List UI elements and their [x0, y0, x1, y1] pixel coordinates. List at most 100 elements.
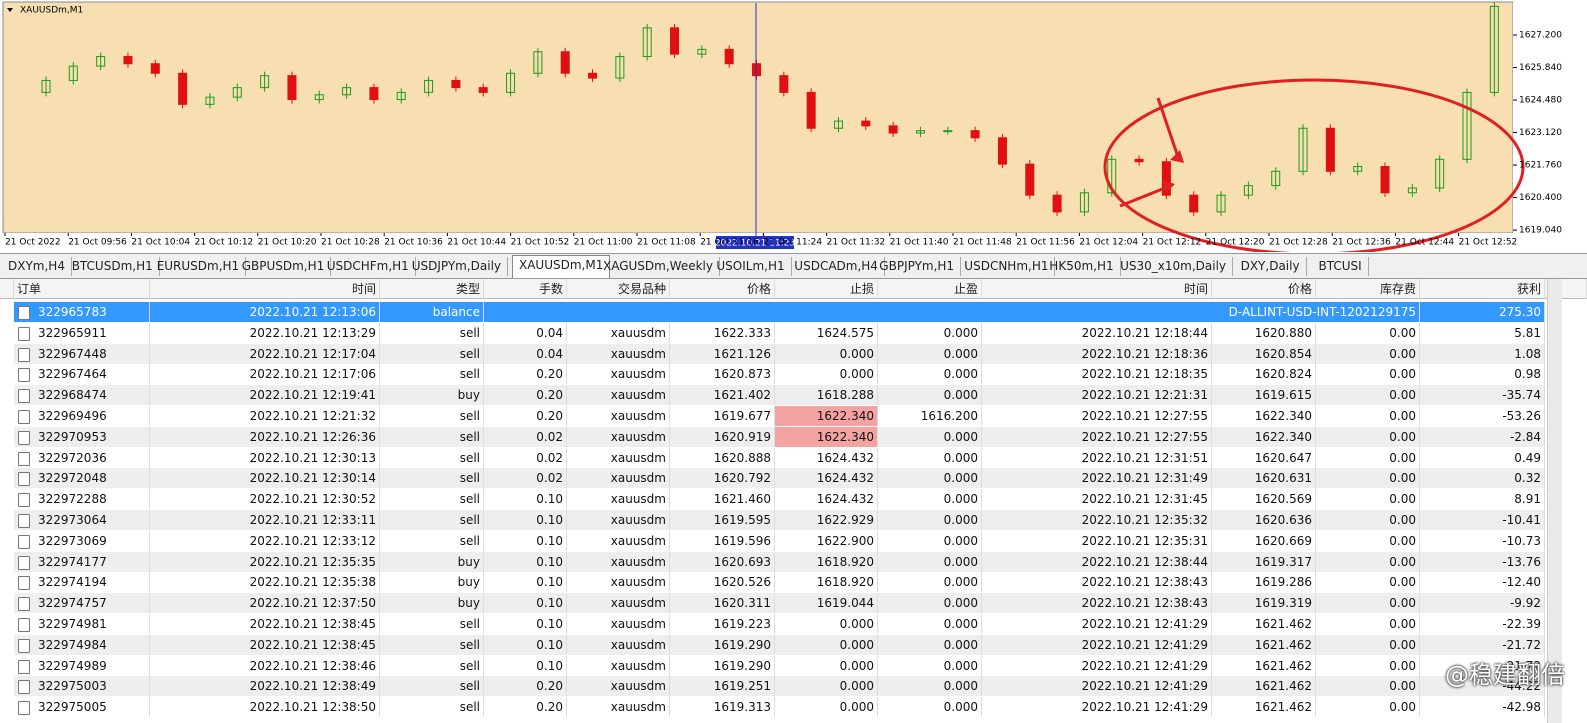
x-tick-label: 21 Oct 10:20: [258, 238, 317, 248]
table-row[interactable]: [14, 676, 1545, 697]
table-cell: 0.10: [484, 572, 567, 593]
table-cell: 0.000: [878, 551, 982, 572]
table-cell: 1621.462: [1212, 634, 1316, 655]
table-cell: 1622.900: [775, 530, 878, 551]
table-cell: xauusdm: [567, 447, 670, 468]
table-cell: 0.10: [484, 655, 567, 676]
table-cell: 2022.10.21 12:38:50: [150, 697, 380, 718]
table-cell: 1616.200: [878, 406, 982, 426]
x-tick-label: 21 Oct 11:40: [890, 238, 949, 248]
table-cell: 2022.10.21 12:33:12: [150, 530, 380, 551]
chart-tab[interactable]: USDCNHm,H1: [958, 257, 1056, 276]
candle: [342, 87, 352, 96]
chart-tab[interactable]: BTCUSI: [1313, 257, 1369, 276]
table-cell: sell: [380, 406, 484, 426]
table-row[interactable]: [14, 593, 1545, 614]
table-cell: -10.41: [1420, 510, 1545, 530]
table-row[interactable]: [14, 489, 1545, 510]
arrow-head: [1162, 180, 1175, 193]
table-cell: 2022.10.21 12:30:14: [150, 468, 380, 489]
table-cell: 1619.615: [1212, 385, 1316, 406]
table-row[interactable]: [14, 551, 1545, 572]
x-tick-label: 21 Oct 11:32: [827, 238, 886, 248]
x-tick-label: 21 Oct 11:08: [637, 238, 696, 248]
chart-tab[interactable]: XAGUSDm,Weekly: [597, 257, 720, 276]
table-cell: 0.02: [484, 468, 567, 489]
chart-tab[interactable]: DXY,Daily: [1235, 257, 1307, 276]
table-cell: 0.000: [878, 676, 982, 697]
table-row[interactable]: [14, 614, 1545, 634]
chart-tab[interactable]: GBPUSDm,H1: [236, 257, 332, 276]
chart-tab[interactable]: DXYm,H4: [2, 257, 72, 276]
table-row[interactable]: [14, 530, 1545, 551]
table-cell: 2022.10.21 12:33:11: [150, 510, 380, 530]
chart-tab[interactable]: GBPJPYm,H1: [873, 257, 962, 276]
chart-tab[interactable]: USDCADm,H4: [788, 257, 885, 276]
table-cell: xauusdm: [567, 697, 670, 718]
table-cell: 322975003: [14, 676, 150, 697]
table-cell: 1620.792: [670, 468, 775, 489]
table-row[interactable]: [14, 634, 1545, 655]
order-icon: [18, 389, 30, 404]
order-icon: [18, 493, 30, 508]
table-cell: 0.02: [484, 447, 567, 468]
table-cell: -22.39: [1420, 614, 1545, 634]
table-row[interactable]: [14, 343, 1545, 364]
table-cell: 0.00: [1316, 426, 1420, 447]
table-cell: 2022.10.21 12:38:44: [982, 551, 1212, 572]
annotation-arrow: [1156, 97, 1180, 158]
table-cell: 0.000: [878, 634, 982, 655]
chart-tab[interactable]: BTCUSDm,H1: [66, 257, 160, 276]
header-cell: 时间: [150, 279, 380, 299]
table-cell: xauusdm: [567, 468, 670, 489]
table-row[interactable]: [14, 302, 1545, 322]
chart-tab[interactable]: USOILm,H1: [710, 257, 792, 276]
x-tick-label: 21 Oct 12:20: [1206, 238, 1265, 248]
table-cell: 1622.340: [775, 426, 878, 447]
table-cell: -12.40: [1420, 572, 1545, 593]
table-cell: 2022.10.21 12:38:45: [150, 614, 380, 634]
table-cell: xauusdm: [567, 530, 670, 551]
header-cell: 手数: [484, 279, 567, 299]
table-row[interactable]: [14, 697, 1545, 718]
table-cell: 322973064: [14, 510, 150, 530]
candle: [178, 72, 188, 105]
table-row[interactable]: [14, 447, 1545, 468]
table-cell: D-ALLINT-USD-INT-1202129175: [484, 302, 1420, 322]
y-tick-label: 1625.840: [1519, 63, 1562, 73]
table-cell: balance: [380, 302, 484, 322]
table-cell: 322974981: [14, 614, 150, 634]
scrollbar[interactable]: [1547, 279, 1562, 723]
x-tick-label: 21 Oct 12:04: [1079, 238, 1138, 248]
x-tick-label: 21 Oct 12:36: [1332, 238, 1391, 248]
chart-tab[interactable]: USDCHFm,H1: [321, 257, 416, 276]
table-cell: 1619.596: [670, 530, 775, 551]
table-cell: 1620.880: [1212, 322, 1316, 343]
chart-tab[interactable]: EURUSDm,H1: [151, 257, 247, 276]
candle: [424, 79, 434, 93]
candle: [615, 56, 625, 79]
table-row[interactable]: [14, 322, 1545, 343]
table-cell: 0.10: [484, 634, 567, 655]
header-cell: 止盈: [878, 279, 982, 299]
table-row[interactable]: [14, 364, 1545, 385]
table-cell: 0.000: [878, 468, 982, 489]
chart-tab[interactable]: USDJPYm,Daily: [406, 257, 509, 276]
table-row[interactable]: [14, 468, 1545, 489]
table-cell: 0.000: [775, 655, 878, 676]
table-cell: 0.000: [878, 530, 982, 551]
candle: [943, 130, 953, 133]
table-cell: -13.76: [1420, 551, 1545, 572]
table-cell: 0.000: [878, 447, 982, 468]
table-row[interactable]: [14, 510, 1545, 530]
table-cell: 0.20: [484, 364, 567, 385]
table-cell: 1622.340: [1212, 426, 1316, 447]
table-row[interactable]: [14, 655, 1545, 676]
chart-tab[interactable]: US30_x10m,Daily: [1114, 257, 1234, 276]
chart-tab[interactable]: HK50m,H1: [1043, 257, 1121, 276]
table-cell: -44.22: [1420, 676, 1545, 697]
table-cell: 2022.10.21 12:41:29: [982, 697, 1212, 718]
table-row[interactable]: [14, 385, 1545, 406]
chart-tab[interactable]: XAUUSDm,M1: [512, 255, 611, 278]
table-row[interactable]: [14, 572, 1545, 593]
